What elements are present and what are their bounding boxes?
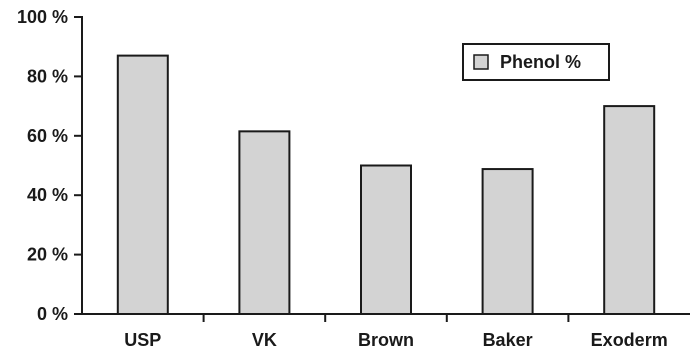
y-tick-label: 20 %: [27, 245, 68, 265]
bar-vk: [238, 130, 291, 315]
x-tick-label: VK: [252, 330, 277, 350]
bar-exoderm: [603, 105, 656, 315]
x-tick-label: Brown: [358, 330, 414, 350]
bars: [116, 54, 656, 316]
legend-label: Phenol %: [500, 52, 581, 72]
y-tick-label: 0 %: [37, 304, 68, 324]
x-axis-ticks: USP VK Brown Baker Exoderm: [124, 314, 668, 350]
legend: Phenol %: [462, 43, 610, 81]
y-axis-ticks: 0 % 20 % 40 % 60 % 80 % 100 %: [17, 7, 82, 324]
y-tick-label: 100 %: [17, 7, 68, 27]
legend-swatch: [473, 54, 489, 70]
bar-baker: [481, 168, 534, 315]
x-tick-label: USP: [124, 330, 161, 350]
y-tick-label: 60 %: [27, 126, 68, 146]
x-tick-label: Baker: [483, 330, 533, 350]
x-tick-label: Exoderm: [591, 330, 668, 350]
bar-usp: [116, 54, 169, 316]
y-tick-label: 80 %: [27, 66, 68, 86]
bar-brown: [360, 164, 412, 315]
y-tick-label: 40 %: [27, 185, 68, 205]
